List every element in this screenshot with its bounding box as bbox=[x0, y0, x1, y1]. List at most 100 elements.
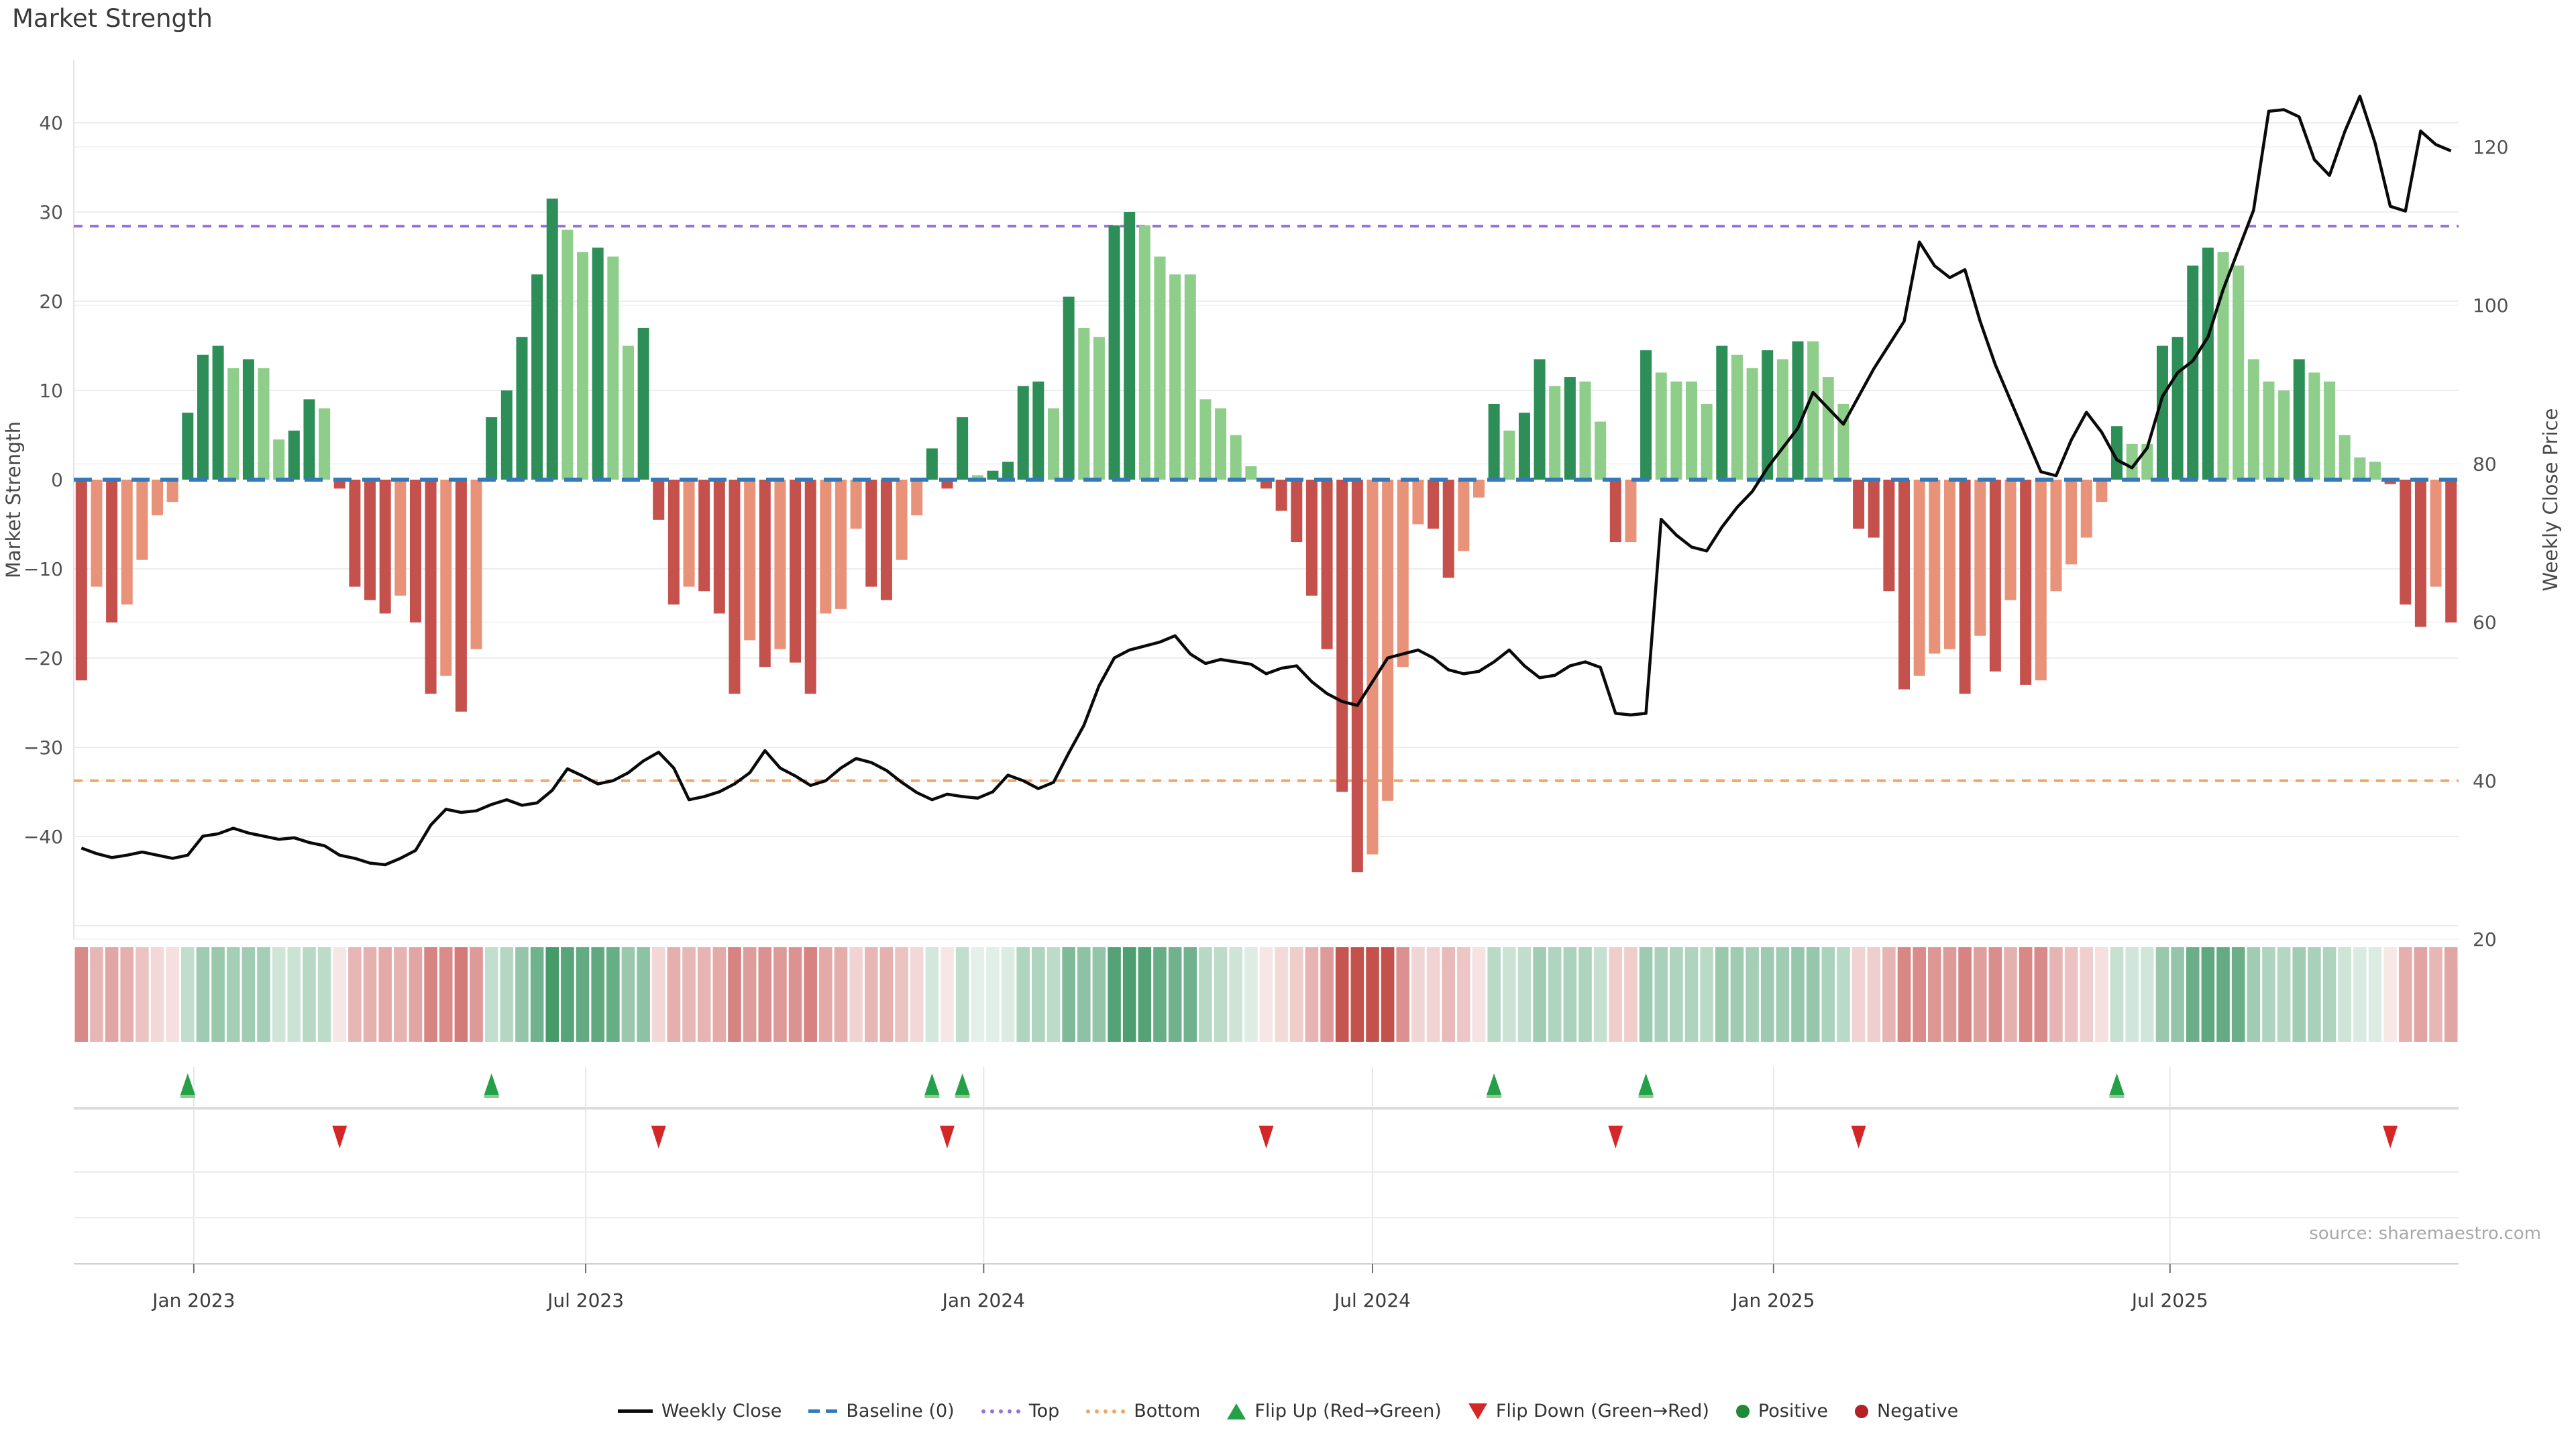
heatmap-cell bbox=[196, 947, 210, 1042]
positive-dot-icon bbox=[1735, 1404, 1750, 1418]
page-title: Market Strength bbox=[12, 4, 213, 33]
heatmap-cell bbox=[2277, 947, 2291, 1042]
strength-bar bbox=[713, 480, 725, 614]
strength-bar bbox=[941, 480, 953, 489]
heatmap-cell bbox=[2231, 947, 2245, 1042]
strength-bar bbox=[2126, 443, 2138, 480]
heatmap-cell bbox=[287, 947, 301, 1042]
bottom-dotted-icon bbox=[1086, 1409, 1126, 1413]
strength-bar bbox=[242, 359, 254, 480]
strength-bar bbox=[197, 354, 209, 480]
strength-bar bbox=[1807, 341, 1819, 480]
heatmap-cell bbox=[1730, 947, 1744, 1042]
heatmap-cell bbox=[2125, 947, 2139, 1042]
strength-bar bbox=[319, 408, 331, 480]
heatmap-cell bbox=[241, 947, 256, 1042]
strength-bar bbox=[1442, 480, 1454, 578]
heatmap-cell bbox=[788, 947, 802, 1042]
strength-bar bbox=[500, 390, 513, 480]
strength-bar bbox=[561, 229, 574, 480]
strength-bar bbox=[1959, 480, 1971, 694]
strength-bar bbox=[2263, 381, 2275, 480]
heatmap-cell bbox=[1032, 947, 1045, 1042]
heatmap-cell bbox=[2141, 947, 2154, 1042]
strength-bar bbox=[1336, 480, 1348, 792]
heatmap-cell bbox=[849, 947, 863, 1042]
heatmap-cell bbox=[1821, 947, 1835, 1042]
heatmap-cell bbox=[2171, 947, 2184, 1042]
strength-bar bbox=[2324, 381, 2336, 480]
strength-bar bbox=[1929, 480, 1941, 654]
strength-bar bbox=[516, 337, 528, 480]
heatmap-cell bbox=[378, 947, 392, 1042]
flip-down-markers bbox=[332, 1126, 2398, 1148]
flip-down-icon bbox=[1851, 1126, 1866, 1148]
strength-bar bbox=[394, 480, 407, 596]
legend-label: Flip Up (Red→Green) bbox=[1254, 1401, 1442, 1421]
heatmap-cell bbox=[1092, 947, 1106, 1042]
heatmap-cell bbox=[1913, 947, 1926, 1042]
heatmap-cell bbox=[2186, 947, 2200, 1042]
strength-bar bbox=[2247, 359, 2259, 480]
heatmap-cell bbox=[1533, 947, 1546, 1042]
heatmap-cell bbox=[2262, 947, 2275, 1042]
strength-bar bbox=[1063, 297, 1075, 480]
flip-down-icon bbox=[939, 1126, 955, 1148]
strength-bar bbox=[957, 417, 969, 480]
heatmap-cell bbox=[1851, 947, 1866, 1042]
legend-item-line: Weekly Close bbox=[617, 1401, 782, 1421]
heatmap-cell bbox=[834, 947, 848, 1042]
heatmap-cell bbox=[2004, 947, 2017, 1042]
strength-bar bbox=[1093, 337, 1105, 480]
heatmap-cell bbox=[1684, 947, 1699, 1042]
heatmap-cell bbox=[1153, 947, 1167, 1042]
strength-bar bbox=[2065, 480, 2078, 565]
heatmap-cell bbox=[2019, 947, 2033, 1042]
heatmap-cell bbox=[2247, 947, 2261, 1042]
strength-bar bbox=[364, 480, 376, 600]
flip-down-icon bbox=[651, 1126, 666, 1148]
heatmap-cell bbox=[1122, 947, 1136, 1042]
legend-label: Baseline (0) bbox=[846, 1401, 955, 1421]
x-axis-tick: Jul 2023 bbox=[546, 1289, 624, 1311]
heatmap-cell bbox=[728, 947, 741, 1042]
flip-down-icon bbox=[332, 1126, 347, 1148]
heatmap-cell bbox=[2414, 947, 2428, 1042]
strength-bar bbox=[2233, 265, 2245, 480]
strength-bar bbox=[455, 480, 467, 712]
strength-bar bbox=[1047, 408, 1059, 480]
heatmap-cell bbox=[712, 947, 727, 1042]
heatmap-cell bbox=[1502, 947, 1516, 1042]
heatmap-cell bbox=[1973, 947, 1987, 1042]
strength-bar bbox=[577, 252, 589, 480]
heatmap-cell bbox=[1700, 947, 1713, 1042]
strength-bar bbox=[136, 480, 148, 560]
strength-bar bbox=[1762, 350, 1774, 480]
strength-bar bbox=[1351, 480, 1363, 873]
heatmap-cell bbox=[955, 947, 969, 1042]
heatmap-cell bbox=[1487, 947, 1501, 1042]
strength-bar bbox=[911, 480, 923, 516]
left-axis-tick: 0 bbox=[51, 469, 63, 491]
legend-item-circle-green: Positive bbox=[1735, 1401, 1829, 1421]
heatmap-cell bbox=[773, 947, 787, 1042]
heatmap-cell bbox=[1199, 947, 1212, 1042]
heatmap-cell bbox=[1457, 947, 1470, 1042]
legend-item-dot-purple: Top bbox=[981, 1401, 1059, 1421]
strength-bar bbox=[2096, 480, 2108, 502]
strength-bar bbox=[1230, 435, 1242, 480]
heatmap-cell bbox=[2110, 947, 2124, 1042]
strength-bar bbox=[850, 480, 862, 529]
legend-label: Bottom bbox=[1134, 1401, 1201, 1421]
strength-bar bbox=[759, 480, 771, 667]
heatmap-cell bbox=[1046, 947, 1061, 1042]
top-dotted-icon bbox=[981, 1409, 1020, 1413]
strength-bar bbox=[227, 368, 239, 480]
heatmap-cell bbox=[2338, 947, 2351, 1042]
legend-label: Positive bbox=[1758, 1401, 1829, 1421]
strength-bar bbox=[1868, 480, 1880, 538]
heatmap-cell bbox=[1077, 947, 1091, 1042]
left-axis-tick: −30 bbox=[23, 737, 63, 759]
strength-bars bbox=[75, 199, 2457, 873]
